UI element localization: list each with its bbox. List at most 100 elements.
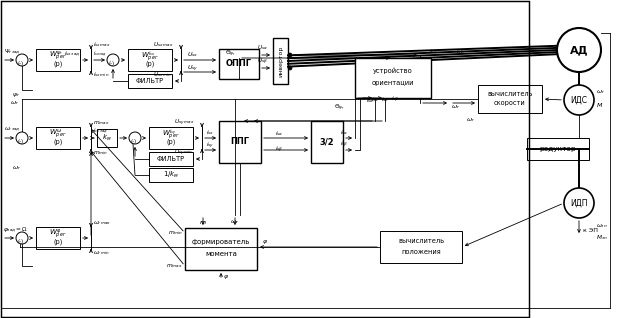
Bar (36, 49, 80, 71)
Text: инвертор: инвертор (278, 45, 283, 77)
Text: $W_{рег}^{\varphi}$: $W_{рег}^{\varphi}$ (49, 228, 67, 241)
Text: $i_{sx\,min}$: $i_{sx\,min}$ (93, 71, 110, 80)
Text: $m_{min}$: $m_{min}$ (93, 149, 108, 157)
Text: (p): (p) (54, 139, 63, 145)
Text: $\varphi$: $\varphi$ (223, 273, 229, 281)
Bar (478, 85, 542, 113)
Text: $m_{min}$: $m_{min}$ (168, 229, 183, 237)
Text: $\omega_{r\,min}$: $\omega_{r\,min}$ (93, 249, 110, 257)
Text: $U_{sy\,max}$: $U_{sy\,max}$ (174, 118, 194, 128)
Text: $U_{sx\,max}$: $U_{sx\,max}$ (153, 41, 174, 50)
Text: $W_{рег}^{\psi_r}$: $W_{рег}^{\psi_r}$ (49, 50, 67, 63)
Text: $i_{sα}$: $i_{sα}$ (275, 129, 283, 138)
Circle shape (16, 132, 28, 144)
Circle shape (16, 54, 28, 66)
Text: формирователь: формирователь (192, 239, 250, 245)
Bar (311, 121, 343, 163)
Text: $U_{sx}$: $U_{sx}$ (187, 51, 199, 59)
Bar (149, 152, 193, 166)
Text: $i_{sx}$: $i_{sx}$ (206, 128, 214, 137)
Text: $i_{sβ}$: $i_{sβ}$ (275, 145, 283, 155)
Bar (97, 129, 117, 147)
Text: $k_м$: $k_м$ (102, 133, 112, 143)
Text: (-): (-) (18, 61, 24, 66)
Text: $W_{рег}^{\omega}$: $W_{рег}^{\omega}$ (49, 128, 67, 141)
Bar (380, 231, 462, 263)
Circle shape (107, 54, 119, 66)
Text: $U_{sy}$: $U_{sy}$ (187, 64, 199, 74)
Text: ППГ: ППГ (231, 137, 249, 147)
Text: $W_{рег}^{i_{sx}}$: $W_{рег}^{i_{sx}}$ (141, 49, 159, 64)
Bar (1, 1, 529, 317)
Text: (p): (p) (54, 239, 63, 245)
Text: (p): (p) (54, 61, 63, 67)
Text: вычислитель: вычислитель (487, 91, 533, 97)
Circle shape (288, 66, 292, 70)
Text: $i_{sy}$: $i_{sy}$ (206, 141, 214, 151)
Text: $\psi_r$: $\psi_r$ (12, 91, 20, 99)
Text: устройство: устройство (373, 68, 413, 74)
Text: ИДС: ИДС (571, 95, 587, 105)
Text: АД: АД (570, 45, 588, 55)
Bar (149, 127, 193, 149)
Text: ориентации: ориентации (372, 80, 414, 86)
Bar (128, 74, 172, 88)
Text: положения: положения (401, 249, 441, 255)
Text: ИДП: ИДП (570, 198, 587, 208)
Text: ФИЛЬТР: ФИЛЬТР (157, 156, 185, 162)
Text: $i_{sβ}$: $i_{sβ}$ (340, 140, 348, 150)
Text: (-): (-) (18, 239, 24, 244)
Text: $U_{sy\,min}$: $U_{sy\,min}$ (174, 148, 193, 158)
Text: (p): (p) (145, 61, 155, 67)
Text: $\Psi_{r\,зад}$: $\Psi_{r\,зад}$ (4, 47, 21, 57)
Text: $\omega_{r\,max}$: $\omega_{r\,max}$ (93, 219, 112, 227)
Text: к ЭП: к ЭП (583, 227, 598, 232)
Text: скорости: скорости (494, 100, 526, 106)
Text: $i_{sβ}$: $i_{sβ}$ (391, 95, 399, 105)
Text: $W_{рег}^{i_{sy}}$: $W_{рег}^{i_{sy}}$ (162, 127, 180, 142)
Text: $i_{cy\,зад}$: $i_{cy\,зад}$ (93, 127, 108, 137)
Circle shape (16, 232, 28, 244)
Text: $\Theta_{\psi_r}$: $\Theta_{\psi_r}$ (226, 49, 236, 59)
Text: $i_{sx\,зад}$: $i_{sx\,зад}$ (64, 49, 80, 59)
Bar (36, 227, 80, 249)
Bar (149, 168, 193, 182)
Bar (128, 49, 172, 71)
Text: редуктор: редуктор (540, 146, 576, 152)
Text: $U_{sx\,min}$: $U_{sx\,min}$ (153, 71, 172, 80)
Text: $i_{sb}$: $i_{sb}$ (455, 48, 464, 57)
Text: (-): (-) (18, 139, 24, 144)
Text: ОППГ: ОППГ (226, 59, 252, 68)
Text: $\varphi_{зад}=\Omega$: $\varphi_{зад}=\Omega$ (3, 225, 28, 235)
Text: $M$: $M$ (596, 101, 603, 109)
Text: $i_{sx\,max}$: $i_{sx\,max}$ (93, 41, 111, 50)
Text: $i_{sx\,зад}$: $i_{sx\,зад}$ (93, 49, 107, 59)
Text: $m_{max}$: $m_{max}$ (93, 119, 110, 127)
Text: $U_{sβ}$: $U_{sβ}$ (257, 57, 268, 67)
Text: $\omega_{зп}$: $\omega_{зп}$ (596, 222, 607, 230)
Text: $i_{sα}$: $i_{sα}$ (371, 95, 379, 104)
Text: $\omega_{r\,зад}$: $\omega_{r\,зад}$ (4, 126, 21, 134)
Text: $U_{sα}$: $U_{sα}$ (257, 44, 268, 52)
Bar (219, 121, 261, 163)
Text: $M_{зп}$: $M_{зп}$ (596, 233, 608, 242)
Text: $\varphi$: $\varphi$ (262, 238, 268, 246)
Circle shape (288, 53, 292, 57)
Text: $\omega_r$: $\omega_r$ (466, 116, 475, 124)
Text: (-): (-) (131, 139, 137, 144)
Text: (-): (-) (109, 61, 115, 66)
Text: $i_{sα}$: $i_{sα}$ (340, 128, 348, 137)
Bar (185, 228, 257, 270)
Text: $\omega_r$: $\omega_r$ (450, 103, 460, 111)
Text: $i_{sβ}$: $i_{sβ}$ (381, 96, 389, 106)
Bar (527, 138, 589, 160)
Text: $i_{sα}$: $i_{sα}$ (366, 97, 374, 106)
Bar (273, 38, 288, 84)
Bar (36, 127, 80, 149)
Text: (p): (p) (166, 139, 176, 145)
Text: $1/k_м$: $1/k_м$ (163, 170, 179, 180)
Circle shape (557, 28, 601, 72)
Text: $\omega_r$: $\omega_r$ (231, 218, 240, 226)
Circle shape (564, 188, 594, 218)
Circle shape (564, 85, 594, 115)
